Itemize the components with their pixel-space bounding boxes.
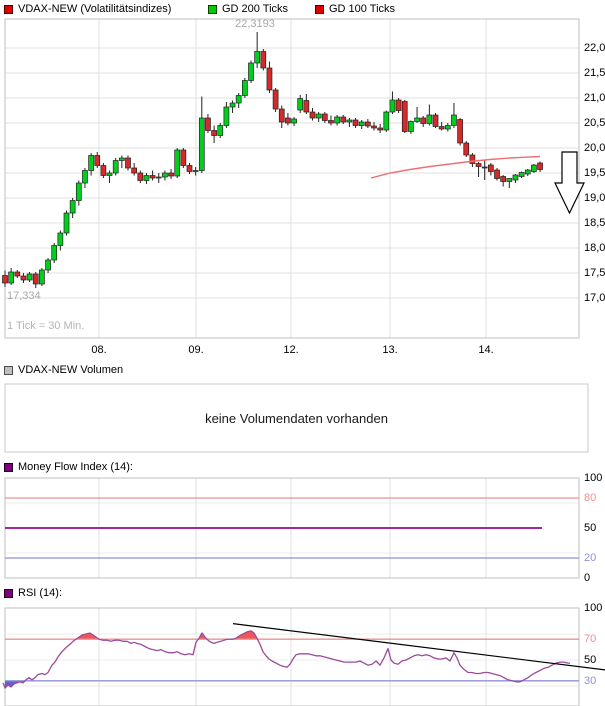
mfi-legend-icon bbox=[4, 462, 13, 472]
rsi-oversold-fill bbox=[5, 680, 523, 689]
rsi-y-axis-label: 50 bbox=[584, 654, 597, 666]
main-y-axis-label: 17,0 bbox=[584, 292, 605, 304]
main-y-axis-label: 18,5 bbox=[584, 217, 605, 229]
main-x-axis-label: 09. bbox=[188, 344, 204, 356]
legend-item-2: GD 200 Ticks bbox=[208, 3, 288, 15]
main-y-axis-label: 22,0 bbox=[584, 42, 605, 54]
gd100-line bbox=[370, 155, 541, 179]
main-y-axis-label: 19,0 bbox=[584, 192, 605, 204]
main-x-axis-label: 12. bbox=[283, 344, 299, 356]
rsi-panel-header: RSI (14): bbox=[4, 587, 62, 599]
mfi-y-axis-label: 0 bbox=[584, 572, 591, 584]
mfi-panel bbox=[4, 477, 580, 579]
rsi-panel bbox=[2, 607, 605, 706]
volume-empty-message: keine Volumendaten vorhanden bbox=[205, 411, 388, 426]
main-x-axis-label: 08. bbox=[91, 344, 107, 356]
main-y-axis-label: 21,5 bbox=[584, 67, 605, 79]
legend-item-3: GD 100 Ticks bbox=[315, 3, 395, 15]
rsi-overbought-fill bbox=[75, 630, 258, 640]
volume-panel-box bbox=[4, 383, 589, 453]
rsi-line bbox=[2, 630, 570, 689]
legend-label: VDAX-NEW (Volatilitätsindizes) bbox=[18, 3, 172, 15]
mfi-y-axis-label: 80 bbox=[584, 492, 597, 504]
legend-color-icon bbox=[4, 4, 13, 14]
main-x-axis-label: 13. bbox=[382, 344, 398, 356]
mfi-y-axis-label: 20 bbox=[584, 552, 597, 564]
volume-panel-title: VDAX-NEW Volumen bbox=[18, 364, 124, 376]
legend-label: GD 100 Ticks bbox=[329, 3, 396, 15]
volume-panel-header: VDAX-NEW Volumen bbox=[4, 364, 123, 376]
main-y-axis-label: 17,5 bbox=[584, 267, 605, 279]
rsi-trendline bbox=[232, 623, 605, 671]
main-chart-grid bbox=[4, 18, 580, 339]
rsi-legend-icon bbox=[4, 588, 13, 598]
rsi-y-axis-label: 30 bbox=[584, 674, 597, 687]
volume-legend-icon bbox=[4, 365, 13, 375]
rsi-y-axis-label: 100 bbox=[584, 602, 603, 614]
rsi-y-axis-label: 70 bbox=[584, 633, 597, 646]
mfi-y-axis-label: 50 bbox=[584, 522, 597, 534]
high-value-label: 22,3193 bbox=[235, 18, 275, 30]
main-y-axis-label: 20,5 bbox=[584, 117, 605, 129]
legend-color-icon bbox=[315, 4, 324, 14]
low-value-label: 17,334 bbox=[7, 290, 41, 302]
legend-item-1: VDAX-NEW (Volatilitätsindizes) bbox=[4, 3, 171, 15]
legend-label: GD 200 Ticks bbox=[222, 3, 289, 15]
main-y-axis-label: 18,0 bbox=[584, 242, 605, 254]
mfi-panel-title: Money Flow Index (14): bbox=[18, 461, 133, 473]
main-x-axis-label: 14. bbox=[478, 344, 494, 356]
main-y-axis-label: 20,0 bbox=[584, 142, 605, 154]
tick-interval-note: 1 Tick = 30 Min. bbox=[7, 320, 85, 332]
legend-color-icon bbox=[208, 4, 217, 14]
mfi-y-axis-label: 100 bbox=[584, 472, 603, 484]
main-y-axis-label: 21,0 bbox=[584, 92, 605, 104]
rsi-panel-title: RSI (14): bbox=[18, 587, 63, 599]
down-arrow-icon bbox=[554, 151, 585, 215]
candlestick-series bbox=[2, 32, 543, 288]
mfi-panel-header: Money Flow Index (14): bbox=[4, 461, 133, 473]
main-y-axis-label: 19,5 bbox=[584, 167, 605, 179]
